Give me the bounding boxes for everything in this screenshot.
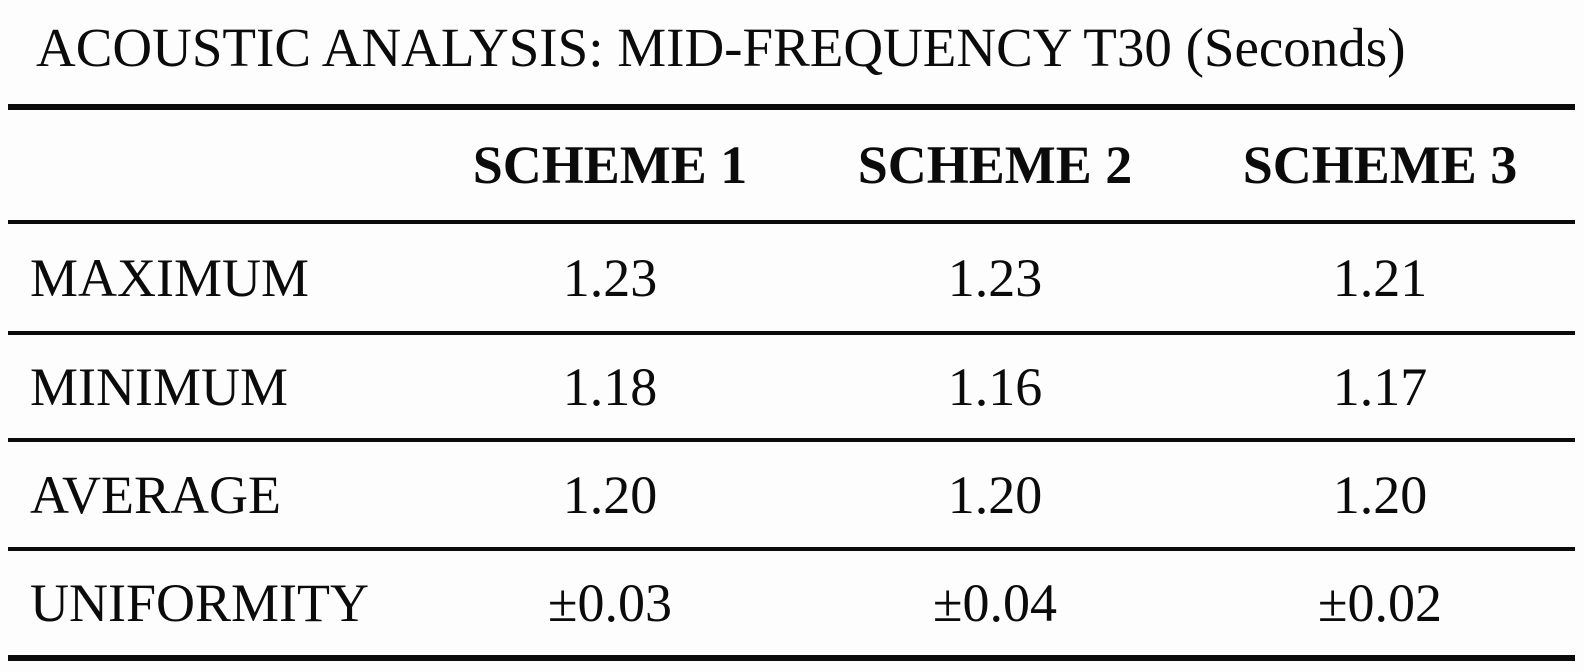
row-label: MAXIMUM [30,247,310,308]
rule-bottom [8,655,1575,661]
value-cell: 1.20 [1332,464,1428,525]
value-cell: 1.23 [947,247,1043,308]
header-cell-scheme-2: SCHEME 2 [857,135,1133,195]
rule-top [8,104,1575,110]
value-cell: 1.17 [1332,356,1428,417]
table-title: ACOUSTIC ANALYSIS: MID-FREQUENCY T30 (Se… [36,17,1406,78]
table-row-maximum: MAXIMUM 1.23 1.23 1.21 [8,224,1575,331]
table-header-row: SCHEME 1 SCHEME 2 SCHEME 3 [8,110,1575,220]
value-cell: ±0.04 [932,573,1058,633]
table-row-minimum: MINIMUM 1.18 1.16 1.17 [8,335,1575,438]
value-cell: ±0.02 [1317,573,1443,633]
value-cell: 1.16 [947,356,1043,417]
value-cell: 1.23 [562,247,658,308]
row-label: MINIMUM [30,356,289,417]
value-cell: 1.18 [562,356,658,417]
rule-under-header [8,220,1575,224]
table-row-uniformity: UNIFORMITY ±0.03 ±0.04 ±0.02 [8,551,1575,655]
header-cell-scheme-3: SCHEME 3 [1242,135,1518,195]
row-label: UNIFORMITY [30,573,370,633]
rule-separator [8,438,1575,442]
value-cell: 1.20 [947,464,1043,525]
table-row-average: AVERAGE 1.20 1.20 1.20 [8,442,1575,547]
row-label: AVERAGE [30,464,282,525]
value-cell: 1.20 [562,464,658,525]
rule-separator [8,331,1575,335]
header-cell-scheme-1: SCHEME 1 [472,135,748,195]
value-cell: 1.21 [1332,247,1428,308]
rule-separator [8,547,1575,551]
value-cell: ±0.03 [547,573,673,633]
